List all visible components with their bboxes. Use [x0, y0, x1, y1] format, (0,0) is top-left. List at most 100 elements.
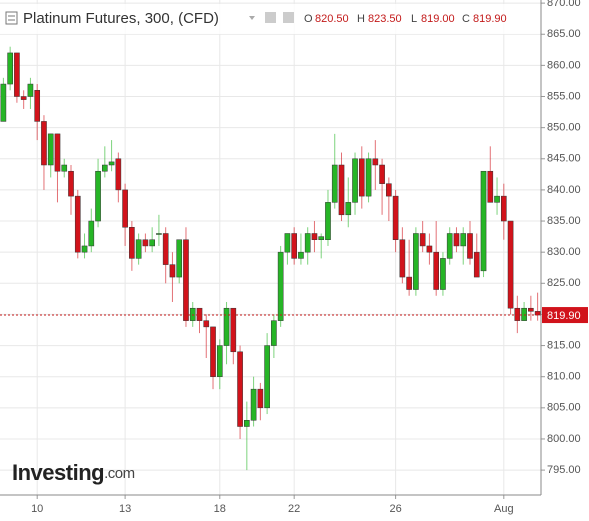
x-tick-label: 13: [119, 503, 131, 515]
candle-body: [47, 133, 54, 166]
candle-body: [244, 420, 250, 427]
candle-body: [115, 158, 122, 191]
y-tick-label: 860.00: [547, 59, 581, 71]
candle-body: [480, 170, 487, 272]
close-value: 819.90: [473, 13, 507, 25]
y-tick-label: 830.00: [547, 246, 581, 258]
x-tick-label: Aug: [494, 503, 514, 515]
candle-body: [345, 202, 352, 216]
candle-body: [528, 307, 534, 312]
candle-body: [473, 251, 480, 278]
candle-body: [203, 320, 210, 328]
candle-body: [264, 345, 270, 409]
watermark-suffix: .com: [104, 465, 135, 482]
candle-body: [122, 189, 128, 228]
candle-body: [81, 245, 88, 253]
candle-body: [223, 307, 230, 346]
x-tick-label: 26: [389, 503, 401, 515]
x-tick-label: 18: [214, 503, 226, 515]
open-value: 820.50: [315, 13, 349, 25]
y-tick-label: 840.00: [547, 184, 581, 196]
candle-body: [325, 202, 331, 240]
candle-body: [379, 164, 385, 184]
y-tick-label: 805.00: [547, 402, 581, 414]
candle-body: [331, 164, 338, 203]
candle-body: [507, 220, 514, 309]
candle-body: [352, 158, 358, 203]
candle-body: [0, 83, 7, 122]
candle-body: [311, 233, 318, 240]
last-price-box: [542, 307, 588, 324]
candle-body: [169, 264, 176, 278]
candle-body: [500, 195, 507, 222]
candle-body: [386, 183, 392, 197]
x-tick-label: 10: [31, 503, 43, 515]
candle-body: [460, 233, 467, 247]
icon-button[interactable]: [283, 12, 294, 23]
candle-body: [74, 195, 81, 253]
candle-body: [291, 233, 297, 259]
candle-body: [494, 195, 500, 203]
candle-body: [277, 251, 284, 321]
candle-body: [433, 251, 440, 290]
watermark: Investing.com: [12, 460, 135, 485]
candle-body: [88, 220, 95, 247]
candle-body: [271, 320, 277, 346]
menu-icon[interactable]: [5, 11, 18, 25]
low-key: L: [411, 13, 417, 25]
candle-body: [129, 227, 135, 259]
x-tick-label: 22: [288, 503, 300, 515]
candle-body: [318, 236, 325, 240]
candle-body: [20, 96, 27, 100]
y-tick-label: 850.00: [547, 122, 581, 134]
watermark-brand: Investing: [12, 460, 104, 485]
high-value: 823.50: [368, 13, 402, 25]
header: Platinum Futures, 300, (CFD) O 820.50 H …: [0, 4, 540, 34]
candle-body: [162, 233, 169, 265]
y-tick-label: 835.00: [547, 215, 581, 227]
candle-body: [426, 245, 433, 253]
candle-body: [149, 239, 155, 247]
candle-body: [284, 233, 291, 253]
candle-body: [453, 233, 460, 247]
candle-body: [54, 133, 61, 172]
low-value: 819.00: [421, 13, 455, 25]
candle-body: [61, 164, 68, 172]
candle-body: [7, 52, 13, 85]
candle-body: [446, 233, 453, 259]
last-price-label: 819.90: [547, 310, 581, 322]
y-tick-label: 855.00: [547, 90, 581, 102]
candle-body: [487, 170, 494, 203]
candle-body: [189, 307, 196, 321]
candle-body: [392, 195, 399, 240]
candle-body: [467, 233, 473, 259]
candle-body: [298, 251, 304, 259]
y-tick-label: 810.00: [547, 371, 581, 383]
candle-body: [68, 170, 74, 197]
open-key: O: [304, 13, 313, 25]
icon-button[interactable]: [265, 12, 276, 23]
candle-body: [142, 239, 149, 247]
candle-body: [101, 164, 108, 172]
candle-body: [406, 276, 412, 290]
candle-body: [338, 164, 345, 216]
candle-body: [14, 52, 20, 97]
candle-body: [399, 239, 406, 278]
candle-body: [372, 158, 379, 166]
candle-body: [250, 388, 257, 421]
candle-body: [534, 311, 541, 316]
candle-body: [135, 239, 142, 259]
candle-body: [419, 233, 426, 247]
y-tick-label: 865.00: [547, 28, 581, 40]
candle-body: [108, 161, 115, 166]
y-tick-label: 845.00: [547, 153, 581, 165]
grid: [0, 0, 541, 495]
candle-body: [514, 307, 521, 321]
candle-body: [365, 158, 372, 197]
candle-body: [216, 345, 223, 377]
dropdown-arrow[interactable]: [249, 16, 255, 20]
candle-body: [34, 90, 41, 122]
candle-body: [27, 83, 34, 97]
